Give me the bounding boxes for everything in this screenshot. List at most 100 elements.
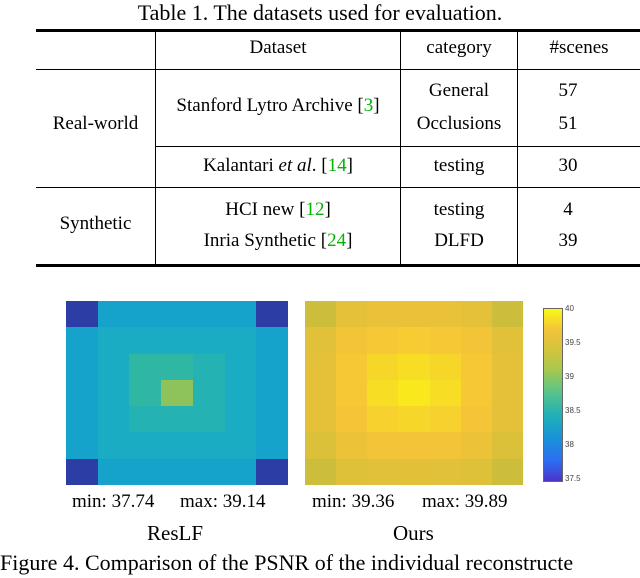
heatmap-cell	[97, 406, 130, 433]
heatmap-cell	[398, 406, 430, 433]
heatmap-cell	[336, 458, 368, 485]
heatmap-cell	[129, 379, 162, 407]
heatmap-cell	[129, 406, 162, 433]
heatmap-cell	[161, 327, 193, 354]
dataset-kalantari: Kalantari et al. [14]	[203, 155, 353, 176]
dataset-stanford: Stanford Lytro Archive [3]	[176, 95, 380, 116]
heatmap-cell	[491, 301, 523, 328]
heatmap-cell	[460, 301, 492, 328]
table-bottom-rule	[36, 264, 640, 267]
heatmap-cell	[398, 353, 430, 380]
heatmap-cell	[66, 379, 98, 407]
citation-link[interactable]: 3	[363, 95, 374, 116]
header-rule	[36, 69, 640, 70]
heatmap-cell	[129, 458, 162, 485]
heatmap-cell	[398, 301, 430, 328]
heatmap-cell	[429, 458, 461, 485]
heatmap-cell	[305, 379, 337, 407]
heatmap-cell	[305, 458, 337, 485]
heatmap-cell	[66, 432, 98, 459]
heatmap-cell	[129, 353, 162, 380]
colorbar-tick: 39	[565, 372, 574, 381]
citation-link[interactable]: 12	[305, 199, 325, 220]
heatmap-cell	[256, 432, 288, 459]
heatmap-cell	[460, 327, 492, 354]
heatmap-cell	[336, 353, 368, 380]
heatmap-cell	[491, 353, 523, 380]
heatmap-cell	[192, 327, 225, 354]
group-separator-rule	[36, 187, 640, 188]
heatmap-cell	[367, 432, 399, 459]
ours-max: max: 39.89	[422, 491, 508, 512]
method-label-ours: Ours	[393, 521, 434, 545]
heatmap-cell	[161, 406, 193, 433]
scenes-inria: 39	[558, 230, 578, 251]
heatmap-cell	[66, 301, 98, 328]
heatmap-cell	[66, 327, 98, 354]
heatmap-cell	[305, 301, 337, 328]
citation-link[interactable]: 14	[327, 155, 347, 176]
heatmap-cell	[161, 432, 193, 459]
scenes-general: 57	[558, 80, 578, 101]
heatmap-cell	[491, 406, 523, 433]
scenes-occlusions: 51	[558, 113, 578, 134]
heatmap-cell	[192, 406, 225, 433]
category-occlusions: Occlusions	[416, 113, 502, 134]
colorbar-tick: 39.5	[565, 338, 581, 347]
heatmap-cell	[256, 353, 288, 380]
header-dataset: Dataset	[249, 37, 307, 58]
heatmap-cell	[336, 301, 368, 328]
heatmap-cell	[336, 432, 368, 459]
heatmap-cell	[256, 301, 288, 328]
heatmap-cell	[429, 432, 461, 459]
heatmap-cell	[367, 301, 399, 328]
heatmap-cell	[66, 458, 98, 485]
heatmap-cell	[161, 301, 193, 328]
colorbar-tick: 38.5	[565, 406, 581, 415]
heatmap-cell	[192, 432, 225, 459]
heatmap-ours	[305, 301, 523, 485]
heatmap-cell	[224, 406, 257, 433]
reslf-max: max: 39.14	[180, 491, 266, 512]
heatmap-cell	[367, 327, 399, 354]
method-label-reslf: ResLF	[147, 521, 204, 545]
heatmap-cell	[97, 301, 130, 328]
heatmap-cell	[305, 432, 337, 459]
citation-link[interactable]: 24	[327, 230, 347, 251]
category-kalantari: testing	[433, 155, 485, 176]
heatmap-cell	[398, 327, 430, 354]
heatmap-cell	[429, 353, 461, 380]
heatmap-cell	[336, 406, 368, 433]
heatmap-cell	[336, 327, 368, 354]
heatmap-cell	[97, 327, 130, 354]
scenes-kalantari: 30	[558, 155, 578, 176]
dataset-hci: HCI new [12]	[225, 199, 331, 220]
scenes-hci: 4	[563, 199, 573, 220]
heatmap-cell	[491, 327, 523, 354]
heatmap-cell	[491, 458, 523, 485]
heatmap-cell	[256, 379, 288, 407]
category-hci: testing	[433, 199, 485, 220]
ours-min: min: 39.36	[312, 491, 395, 512]
heatmap-cell	[224, 301, 257, 328]
heatmap-cell	[491, 432, 523, 459]
vline-1	[155, 32, 156, 264]
heatmap-cell	[161, 379, 193, 407]
heatmap-cell	[460, 353, 492, 380]
vline-3	[517, 32, 518, 264]
figure-caption: Figure 4. Comparison of the PSNR of the …	[0, 550, 574, 575]
category-general: General	[428, 80, 490, 101]
heatmap-cell	[398, 379, 430, 407]
category-inria: DLFD	[434, 230, 484, 251]
heatmap-cell	[192, 301, 225, 328]
heatmap-cell	[429, 301, 461, 328]
heatmap-cell	[367, 406, 399, 433]
heatmap-cell	[97, 379, 130, 407]
heatmap-cell	[336, 379, 368, 407]
heatmap-cell	[129, 432, 162, 459]
heatmap-cell	[224, 353, 257, 380]
heatmap-cell	[491, 379, 523, 407]
heatmap-cell	[398, 458, 430, 485]
group-label-synthetic: Synthetic	[59, 213, 132, 234]
heatmap-cell	[460, 432, 492, 459]
